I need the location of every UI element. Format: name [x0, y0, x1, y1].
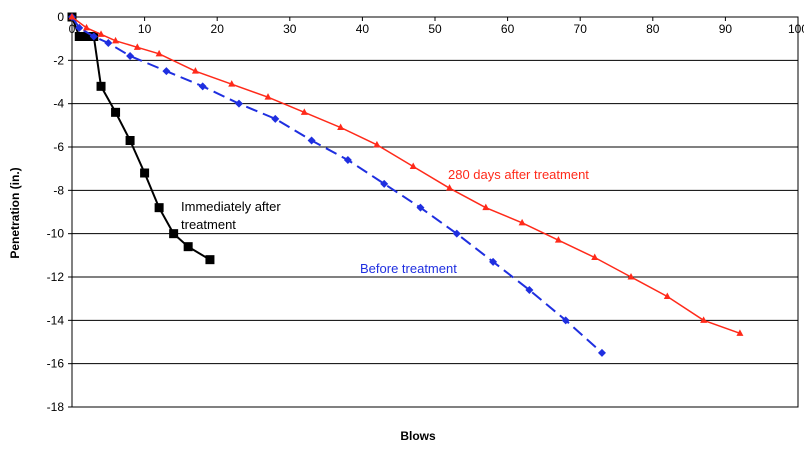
data-point-triangle — [155, 49, 163, 57]
data-point-square — [74, 32, 84, 41]
data-point-triangle — [373, 140, 381, 148]
data-point-triangle — [518, 218, 526, 226]
data-point-triangle — [409, 162, 417, 169]
data-point-diamond — [126, 52, 135, 60]
x-tick-label: 70 — [574, 22, 588, 36]
data-point-diamond — [343, 156, 352, 164]
data-point-triangle — [554, 236, 562, 243]
x-tick-label: 100 — [788, 22, 804, 36]
data-point-diamond — [380, 179, 389, 188]
x-tick-label: 0 — [69, 22, 76, 36]
data-point-triangle — [68, 13, 76, 20]
data-point-diamond — [307, 136, 316, 145]
y-axis-title: Penetration (in.) — [8, 167, 22, 258]
data-point-triangle — [700, 316, 708, 323]
y-tick-label: -12 — [47, 270, 65, 284]
y-tick-label: 0 — [57, 10, 64, 24]
data-point-square — [140, 168, 150, 178]
data-point-square — [183, 242, 193, 252]
data-point-triangle — [663, 292, 671, 299]
data-point-diamond — [89, 32, 98, 41]
annotations: Immediately after treatment Before treat… — [181, 167, 589, 276]
y-tick-label: -6 — [53, 140, 64, 154]
data-point-diamond — [489, 257, 498, 266]
y-tick-label: -2 — [53, 53, 64, 67]
data-point-triangle — [446, 184, 454, 191]
data-series — [67, 12, 744, 357]
data-point-diamond — [234, 99, 243, 108]
data-point-triangle — [591, 253, 599, 260]
data-point-diamond — [198, 82, 207, 91]
data-point-triangle — [191, 67, 199, 74]
series-280-days-after-treatment — [68, 13, 744, 336]
x-tick-label: 60 — [501, 22, 515, 36]
x-axis-title: Blows — [400, 429, 436, 443]
data-point-diamond — [416, 203, 425, 212]
data-point-square — [111, 107, 121, 117]
data-point-square — [154, 203, 164, 213]
data-point-triangle — [133, 43, 141, 50]
x-tick-label: 90 — [719, 22, 733, 36]
data-point-square — [96, 81, 106, 91]
data-point-square — [205, 255, 215, 265]
y-tick-label: -18 — [47, 400, 65, 414]
series-line — [71, 16, 603, 354]
series-before-treatment — [68, 13, 606, 357]
data-point-triangle — [83, 23, 91, 31]
data-point-triangle — [264, 93, 272, 100]
data-point-triangle — [300, 108, 308, 115]
y-axis-ticks: 0 -2 -4 -6 -8 -10 -12 -14 -16 -18 — [47, 10, 72, 414]
x-axis-ticks: 0 10 20 30 40 50 60 70 80 90 100 — [69, 17, 804, 36]
annotation-before-treatment: Before treatment — [360, 261, 457, 276]
data-point-diamond — [525, 286, 534, 294]
data-point-triangle — [112, 36, 120, 44]
x-tick-label: 40 — [356, 22, 370, 36]
x-tick-label: 20 — [211, 22, 225, 36]
data-point-triangle — [97, 30, 105, 37]
data-point-square — [82, 32, 92, 41]
x-tick-label: 50 — [428, 22, 442, 36]
data-point-diamond — [452, 229, 461, 238]
x-tick-label: 80 — [646, 22, 660, 36]
data-point-square — [125, 136, 135, 145]
data-point-diamond — [561, 316, 570, 325]
data-point-triangle — [482, 203, 490, 211]
annotation-immediately-after-line2: treatment — [181, 217, 236, 232]
data-point-diamond — [104, 39, 113, 47]
y-tick-label: -4 — [53, 97, 64, 111]
data-point-triangle — [736, 329, 744, 336]
data-point-diamond — [271, 114, 280, 123]
y-tick-label: -14 — [47, 313, 65, 327]
y-tick-label: -16 — [47, 357, 65, 371]
annotation-immediately-after-line1: Immediately after — [181, 199, 281, 214]
y-tick-label: -8 — [53, 183, 64, 197]
series-line — [71, 16, 741, 335]
y-tick-label: -10 — [47, 227, 65, 241]
data-point-triangle — [627, 273, 635, 280]
x-tick-label: 10 — [138, 22, 152, 36]
data-point-diamond — [162, 67, 171, 76]
data-point-triangle — [228, 80, 236, 87]
x-tick-label: 30 — [283, 22, 297, 36]
data-point-triangle — [337, 123, 345, 130]
data-point-diamond — [597, 348, 606, 357]
data-point-diamond — [75, 23, 84, 32]
data-point-square — [169, 229, 179, 239]
annotation-280-days-after: 280 days after treatment — [448, 167, 589, 182]
